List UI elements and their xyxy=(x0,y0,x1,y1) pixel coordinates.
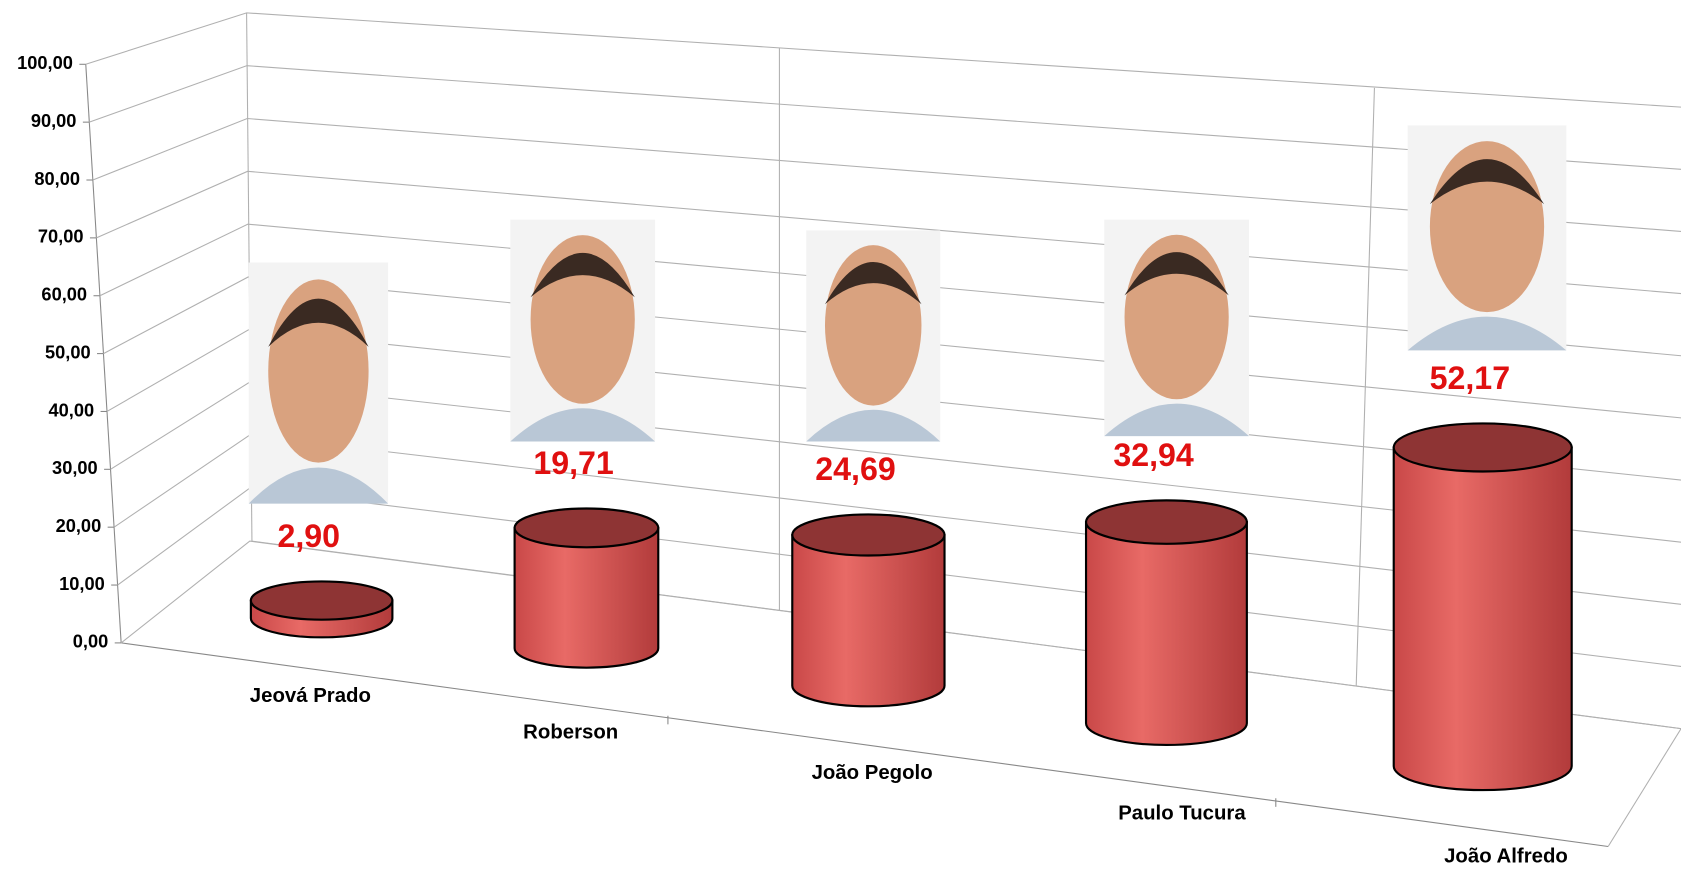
floor-edge xyxy=(121,642,1609,848)
value-label: 52,17 xyxy=(1430,360,1510,396)
grid-line xyxy=(85,12,1681,108)
portrait-hair xyxy=(268,298,369,347)
x-tick-label: Roberson xyxy=(523,721,618,743)
value-label: 32,94 xyxy=(1113,437,1194,473)
y-tick-label: 70,00 xyxy=(38,227,84,247)
cylinder-top xyxy=(513,507,660,549)
value-label: 2,90 xyxy=(277,518,340,554)
portrait-shoulders xyxy=(248,467,389,504)
y-tick-label: 30,00 xyxy=(52,458,98,478)
x-tick-label: Jeová Prado xyxy=(250,685,371,707)
cylinder-body xyxy=(1084,521,1248,747)
value-label: 19,71 xyxy=(533,445,613,481)
value-label: 24,69 xyxy=(815,451,895,487)
portrait-hair xyxy=(1124,252,1229,296)
y-tick-label: 90,00 xyxy=(31,111,77,131)
x-tick-label: João Pegolo xyxy=(812,762,933,784)
cylinder-top xyxy=(1392,422,1573,473)
cylinder-top xyxy=(249,580,394,621)
bars: Jeová Prado 2,90 Roberson 19,71 João Pegolo 2… xyxy=(249,360,1573,868)
grid-line xyxy=(89,65,1681,170)
portrait-hair xyxy=(530,252,635,298)
y-tick-label: 50,00 xyxy=(45,342,91,362)
x-tick-label: Paulo Tucura xyxy=(1118,803,1246,825)
y-tick-label: 10,00 xyxy=(59,574,105,594)
cylinder-top xyxy=(791,513,946,557)
cylinder-top xyxy=(1084,499,1248,545)
x-tick-label: João Alfredo xyxy=(1444,846,1568,868)
cylinder-body xyxy=(1392,446,1573,792)
portrait-shoulders xyxy=(806,409,941,442)
y-tick-label: 60,00 xyxy=(41,285,87,305)
portrait-shoulders xyxy=(1104,403,1249,437)
y-tick-label: 80,00 xyxy=(34,169,80,189)
cylinder-body xyxy=(513,526,660,669)
grid-line xyxy=(92,117,1681,232)
y-tick-label: 40,00 xyxy=(49,400,95,420)
y-tick-label: 100,00 xyxy=(17,53,73,73)
floor-side-edge xyxy=(1607,728,1681,847)
cylinder-body xyxy=(791,533,946,708)
y-tick-label: 0,00 xyxy=(73,632,108,652)
plot-area: 0,00 10,00 20,00 30,00 40,00 50,00 60,00 70,00 8… xyxy=(17,12,1681,868)
portrait-hair xyxy=(824,262,922,305)
portrait-hair xyxy=(1429,159,1545,205)
portrait-shoulders xyxy=(1407,316,1567,351)
y-tick-label: 20,00 xyxy=(56,516,102,536)
portraits xyxy=(248,125,1567,504)
portrait-shoulders xyxy=(510,408,656,442)
